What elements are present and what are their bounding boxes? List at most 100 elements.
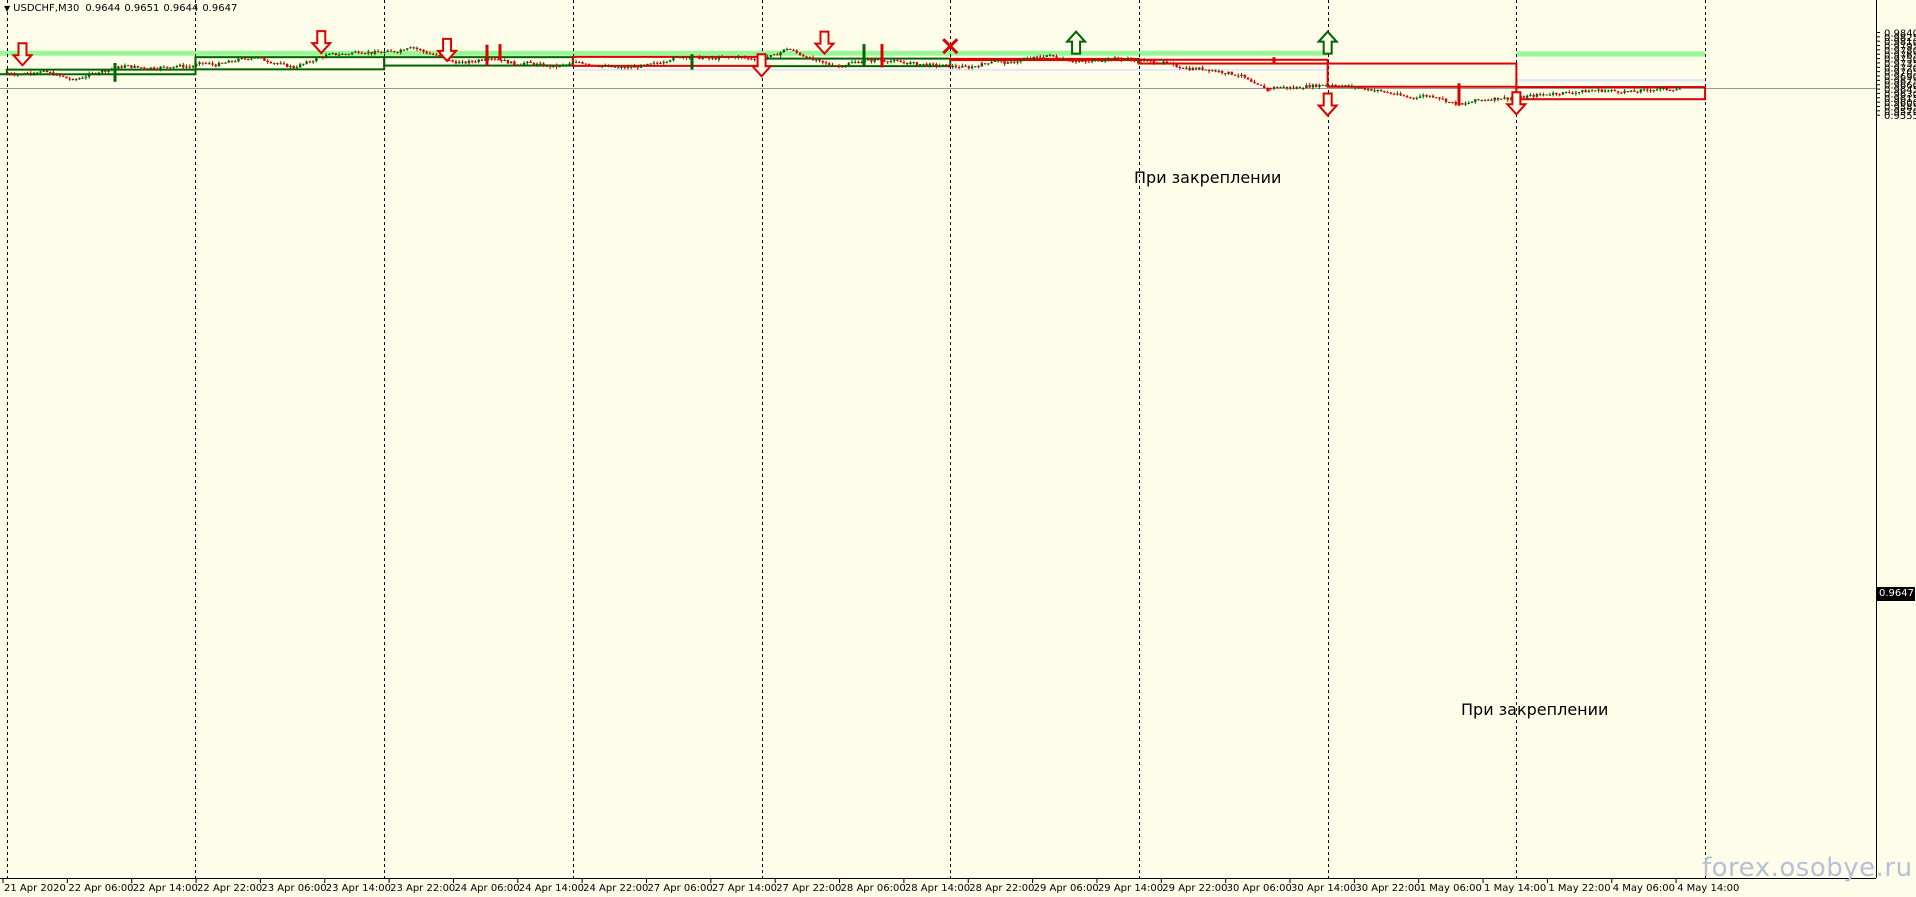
candle-body [912, 62, 915, 64]
candle-body [1431, 95, 1435, 98]
candle-body [1233, 74, 1237, 76]
candle-body [16, 74, 19, 76]
candle-body [386, 50, 389, 52]
candle-body [1139, 59, 1143, 62]
candle-body [61, 75, 65, 77]
candle-body [247, 58, 250, 60]
candle-body [1633, 90, 1636, 92]
candle-body [1168, 63, 1172, 65]
arrow-down-icon [1505, 91, 1528, 116]
time-tick-label: 30 Apr 22:00 [1355, 883, 1420, 894]
candle-body [1220, 70, 1224, 74]
candle-body [39, 71, 42, 73]
candle-body [604, 65, 607, 67]
candle-body [831, 64, 834, 67]
candle-body [944, 64, 948, 66]
candle-body [19, 74, 23, 76]
candle-body [993, 60, 997, 62]
price-tick-label: 0.9810 [1884, 37, 1916, 48]
candle-body [808, 57, 811, 59]
candle-body [1435, 97, 1438, 99]
candle-body [1295, 87, 1298, 89]
candle-body [626, 66, 630, 69]
current-price-tag: 0.9647 [1877, 587, 1915, 601]
candle-body [409, 47, 412, 49]
candle-body [182, 64, 185, 68]
candle-body [1113, 57, 1117, 60]
candle-body [68, 78, 71, 80]
candle-body [1555, 92, 1558, 95]
candle-body [1052, 54, 1055, 57]
candle-body [6, 73, 10, 75]
candle-body [347, 54, 351, 56]
time-tick-label: 24 Apr 06:00 [454, 883, 519, 894]
candle-body [1321, 84, 1324, 86]
candle-body [1542, 94, 1545, 96]
candle-body [1607, 90, 1610, 92]
candle-body [1016, 61, 1019, 63]
candle-body [1568, 92, 1571, 94]
candle-body [1279, 87, 1282, 89]
candle-body [165, 66, 169, 68]
candle-body [1551, 92, 1555, 95]
candle-body [509, 61, 513, 64]
candle-body [1360, 87, 1363, 89]
candle-body [905, 62, 909, 65]
candle-body [1623, 91, 1626, 93]
candle-body [805, 56, 808, 59]
candle-body [201, 62, 204, 64]
candle-body [811, 57, 815, 61]
quote-open: 0.9644 [85, 3, 121, 14]
candle-body [474, 61, 477, 63]
candle-body [516, 64, 519, 66]
candle-body [204, 63, 208, 65]
candle-body [1603, 90, 1607, 92]
candle-body [1022, 59, 1026, 61]
candle-body [1061, 58, 1065, 60]
candle-body [1032, 56, 1035, 59]
candle-body [1376, 89, 1380, 91]
candle-body [1383, 90, 1386, 93]
candle-body [854, 61, 857, 63]
candle-body [1331, 84, 1334, 86]
candle-body [10, 73, 13, 75]
candle-body [964, 65, 967, 67]
candle-body [1587, 90, 1591, 93]
time-tick-label: 27 Apr 06:00 [648, 883, 713, 894]
candle-body [1146, 60, 1149, 62]
candle-body [354, 51, 357, 53]
candle-body [315, 57, 318, 62]
menu-triangle-icon[interactable]: ▼ [4, 4, 11, 13]
candle-body [123, 65, 127, 68]
candle-body [214, 64, 217, 67]
candle-body [1042, 56, 1045, 58]
candle-body [720, 56, 724, 58]
candle-body [298, 64, 302, 68]
candle-body [1263, 85, 1266, 89]
arrow-down-icon [435, 37, 459, 63]
candle-body [1006, 62, 1010, 64]
candle-body [792, 49, 795, 51]
candle-body [389, 50, 393, 52]
candle-body [961, 65, 964, 68]
candle-body [772, 54, 776, 56]
candle-body [1217, 70, 1221, 72]
candle-body [360, 52, 364, 54]
candle-body [211, 63, 214, 65]
candle-body [1324, 85, 1328, 87]
candle-body [71, 79, 75, 81]
candle-body [954, 65, 958, 68]
candle-body [779, 52, 782, 56]
candle-body [659, 63, 662, 65]
candle-body [1620, 92, 1623, 94]
candle-body [555, 65, 558, 67]
support-zone [572, 69, 1328, 71]
candle-body [1337, 85, 1341, 87]
candle-body [143, 67, 146, 69]
time-tick-label: 1 May 06:00 [1420, 883, 1482, 894]
candle-body [26, 72, 29, 75]
candle-body [834, 66, 837, 68]
candle-body [1500, 98, 1503, 100]
